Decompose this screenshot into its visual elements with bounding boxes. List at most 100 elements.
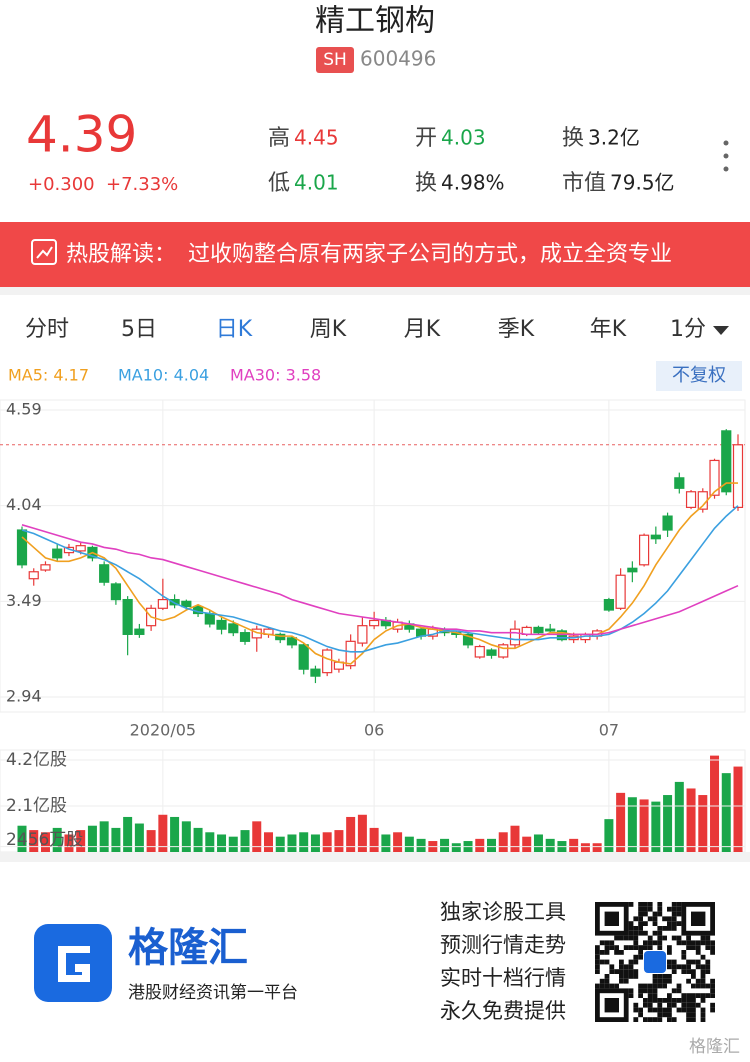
- exchange: SH: [323, 50, 347, 70]
- qr-module: [695, 1002, 701, 1008]
- volume-bar: [627, 797, 637, 852]
- qr-module: [643, 906, 648, 912]
- volume-bar: [533, 834, 543, 852]
- qr-module: [623, 935, 629, 941]
- qr-module: [647, 988, 653, 994]
- tab[interactable]: 周K: [310, 317, 347, 342]
- qr-module: [638, 930, 643, 936]
- tab[interactable]: 分时: [25, 317, 69, 342]
- qr-module: [609, 969, 615, 974]
- qr-module: [614, 950, 619, 955]
- qr-module: [695, 993, 701, 998]
- ma-legend: MA5: 4.17 MA10: 4.04 MA30: 3.58: [8, 366, 321, 385]
- qr-module: [604, 978, 610, 984]
- qr-module: [599, 978, 605, 984]
- volume-bar: [158, 814, 168, 852]
- qr-module: [619, 964, 624, 970]
- qr-module: [700, 998, 706, 1003]
- banner[interactable]: [0, 222, 750, 287]
- qr-module: [681, 1007, 687, 1013]
- qr-module: [647, 1002, 653, 1008]
- stat-label: 高: [268, 126, 290, 151]
- qr-module: [710, 950, 715, 955]
- qr-module: [628, 921, 634, 926]
- qr-module: [710, 983, 715, 989]
- qr-module: [628, 993, 634, 998]
- separator: [0, 852, 750, 862]
- stock-name: 精工钢构: [315, 4, 435, 39]
- qr-module: [643, 1002, 648, 1008]
- qr-module: [705, 935, 711, 941]
- tab[interactable]: 年K: [590, 317, 627, 342]
- promo-line: 独家诊股工具: [440, 900, 566, 924]
- qr-module: [710, 988, 715, 994]
- candle-body: [732, 444, 744, 509]
- qr-module: [667, 1007, 672, 1013]
- qr-module: [647, 935, 653, 941]
- qr-module: [604, 974, 610, 979]
- qr-code: [595, 902, 715, 1022]
- watermark: 格隆汇: [689, 1037, 740, 1057]
- qr-module: [628, 935, 634, 941]
- qr-module: [643, 1017, 648, 1022]
- qr-module: [633, 940, 639, 946]
- qr-module: [695, 940, 701, 946]
- ma-line: [21, 524, 739, 636]
- tab[interactable]: 季K: [498, 317, 535, 342]
- qr-module: [633, 916, 639, 922]
- stat-value: 4.03: [441, 126, 486, 150]
- qr-module: [595, 950, 600, 955]
- volume-bar: [346, 816, 356, 852]
- exchange-badge: [316, 47, 354, 73]
- volume-bar: [299, 832, 309, 852]
- candle-body: [533, 626, 544, 634]
- tab[interactable]: 月K: [404, 317, 441, 342]
- qr-module: [705, 969, 711, 974]
- adjust-button[interactable]: [656, 361, 742, 391]
- volume-bar: [193, 827, 203, 852]
- candle-body: [28, 571, 39, 580]
- qr-module: [619, 950, 624, 955]
- volume-bar: [252, 821, 262, 852]
- volume-bar: [322, 832, 332, 852]
- candle-body: [134, 628, 145, 635]
- volume-bar: [181, 821, 191, 852]
- volume-bar: [240, 830, 250, 852]
- qr-module: [695, 978, 701, 984]
- candle-body: [322, 649, 333, 674]
- qr-module: [657, 906, 663, 912]
- qr-module: [628, 959, 634, 965]
- tab[interactable]: 日K: [216, 317, 253, 342]
- qr-module: [671, 1017, 677, 1022]
- qr-module: [700, 993, 706, 998]
- candle-body: [16, 529, 28, 566]
- qr-module: [595, 969, 600, 974]
- qr-module: [667, 998, 672, 1003]
- qr-module: [662, 983, 667, 989]
- volume-bar: [146, 830, 156, 852]
- qr-module: [628, 930, 634, 936]
- qr-module: [652, 983, 658, 989]
- change-pct: +7.33%: [106, 174, 178, 195]
- volume-bar: [404, 836, 414, 852]
- qr-module: [628, 969, 634, 974]
- qr-module: [638, 916, 643, 922]
- more-menu[interactable]: [723, 140, 729, 172]
- qr-module: [657, 1002, 663, 1008]
- volume-bar: [451, 843, 461, 852]
- qr-finder-core: [691, 911, 706, 926]
- qr-module: [681, 940, 687, 946]
- tab[interactable]: 5日: [121, 317, 157, 342]
- qr-module: [623, 964, 629, 970]
- qr-module: [643, 983, 648, 989]
- qr-module: [638, 906, 643, 912]
- qr-module: [643, 911, 648, 917]
- qr-module: [657, 998, 663, 1003]
- qr-module: [691, 993, 696, 998]
- tab[interactable]: 1分: [670, 317, 706, 342]
- qr-module: [705, 959, 711, 965]
- qr-module: [662, 998, 667, 1003]
- qr-module: [686, 945, 691, 950]
- volume-bar: [134, 823, 144, 852]
- x-tick-label: 2020/05: [130, 721, 196, 740]
